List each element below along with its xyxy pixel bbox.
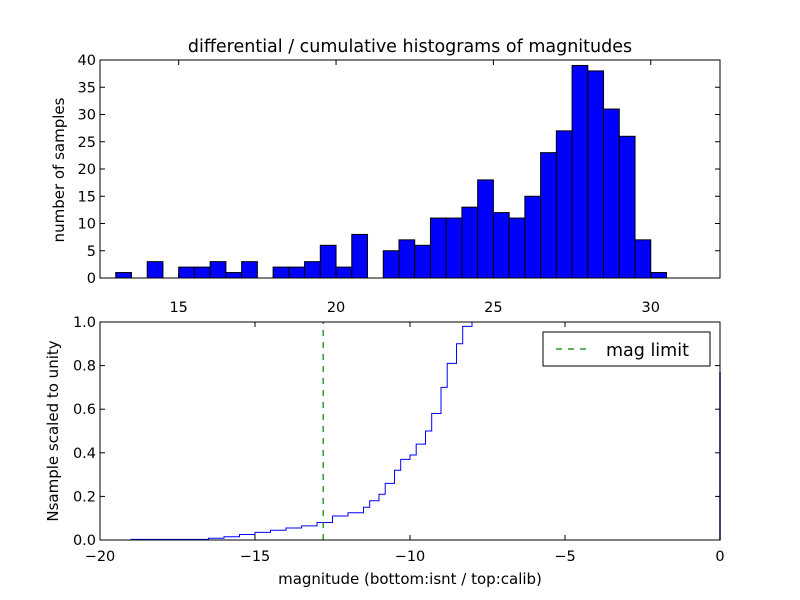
top-x-tick-label: 30 <box>642 300 660 316</box>
top-y-tick-label: 5 <box>87 244 96 260</box>
histogram-bar <box>492 212 510 279</box>
top-bars <box>115 64 667 279</box>
bottom-y-axis-label: Nsample scaled to unity <box>44 340 62 521</box>
top-y-axis-label: number of samples <box>50 97 68 242</box>
histogram-bar <box>555 130 573 279</box>
top-x-tick-label: 15 <box>169 300 187 316</box>
bottom-ticks: 0.0 0.2 0.4 0.6 0.8 1.0 −20 −15 −10 −5 0 <box>73 315 725 565</box>
histogram-bar <box>115 272 132 279</box>
top-y-tick-label: 35 <box>78 80 96 96</box>
bottom-x-axis-label: magnitude (bottom:isnt / top:calib) <box>278 570 542 588</box>
bottom-x-tick-label: 0 <box>715 549 724 565</box>
bottom-cumulative-panel: magnitude (bottom:isnt / top:calib) Nsam… <box>44 315 725 588</box>
histogram-bar <box>445 217 463 279</box>
histogram-bar <box>272 266 290 279</box>
top-y-tick-label: 10 <box>78 217 96 233</box>
histogram-bar <box>603 108 620 279</box>
histogram-bar <box>193 266 211 279</box>
histogram-bar <box>178 266 195 279</box>
top-y-tick-label: 25 <box>78 135 96 151</box>
histogram-bar <box>288 266 306 279</box>
bottom-y-tick-label: 0.8 <box>73 359 96 375</box>
top-x-tick-label: 20 <box>327 300 345 316</box>
bottom-y-tick-label: 0.0 <box>73 533 96 549</box>
histogram-bar <box>335 266 353 279</box>
histogram-bar <box>225 272 243 279</box>
histogram-bar <box>209 261 227 279</box>
cumulative-step-line <box>100 321 720 541</box>
histogram-bar <box>650 272 667 279</box>
bottom-x-tick-label: −10 <box>395 549 426 565</box>
histogram-bar <box>461 206 479 279</box>
histogram-bar <box>382 250 400 279</box>
histogram-bar <box>319 244 337 279</box>
top-y-tick-label: 0 <box>87 271 96 287</box>
top-chart-title: differential / cumulative histograms of … <box>188 37 632 57</box>
histogram-bar <box>571 64 589 279</box>
histogram-bar <box>429 217 447 279</box>
bottom-x-tick-label: −20 <box>85 549 116 565</box>
top-y-tick-label: 15 <box>78 189 96 205</box>
legend: mag limit <box>542 331 711 367</box>
top-ticks: 0 5 10 15 20 25 30 35 40 15 20 25 30 <box>78 53 720 316</box>
bottom-y-tick-label: 1.0 <box>73 315 96 331</box>
histogram-bar <box>508 217 526 279</box>
bottom-x-tick-label: −15 <box>240 549 271 565</box>
legend-label-mag-limit: mag limit <box>606 341 689 361</box>
histogram-bar <box>634 239 652 279</box>
top-y-tick-label: 30 <box>78 108 96 124</box>
histogram-bar <box>540 152 557 279</box>
histogram-bar <box>587 70 605 279</box>
histogram-bar <box>398 239 416 279</box>
top-plot-frame <box>99 59 721 279</box>
histogram-bar <box>477 179 494 279</box>
histogram-bar <box>524 195 542 279</box>
histogram-bar <box>351 233 369 279</box>
bottom-y-tick-label: 0.4 <box>73 446 96 462</box>
top-x-tick-label: 25 <box>484 300 502 316</box>
histogram-bar <box>241 261 258 279</box>
histogram-bar <box>618 135 636 279</box>
top-y-tick-label: 40 <box>78 53 96 69</box>
bottom-plot-frame <box>99 321 721 541</box>
bottom-x-tick-label: −5 <box>554 549 575 565</box>
histogram-bar <box>414 244 431 279</box>
bottom-y-tick-label: 0.2 <box>73 489 96 505</box>
top-y-tick-label: 20 <box>78 162 96 178</box>
histogram-bar <box>146 261 164 279</box>
top-histogram-panel: differential / cumulative histograms of … <box>50 37 721 316</box>
bottom-y-tick-label: 0.6 <box>73 402 96 418</box>
histogram-bar <box>304 261 321 279</box>
